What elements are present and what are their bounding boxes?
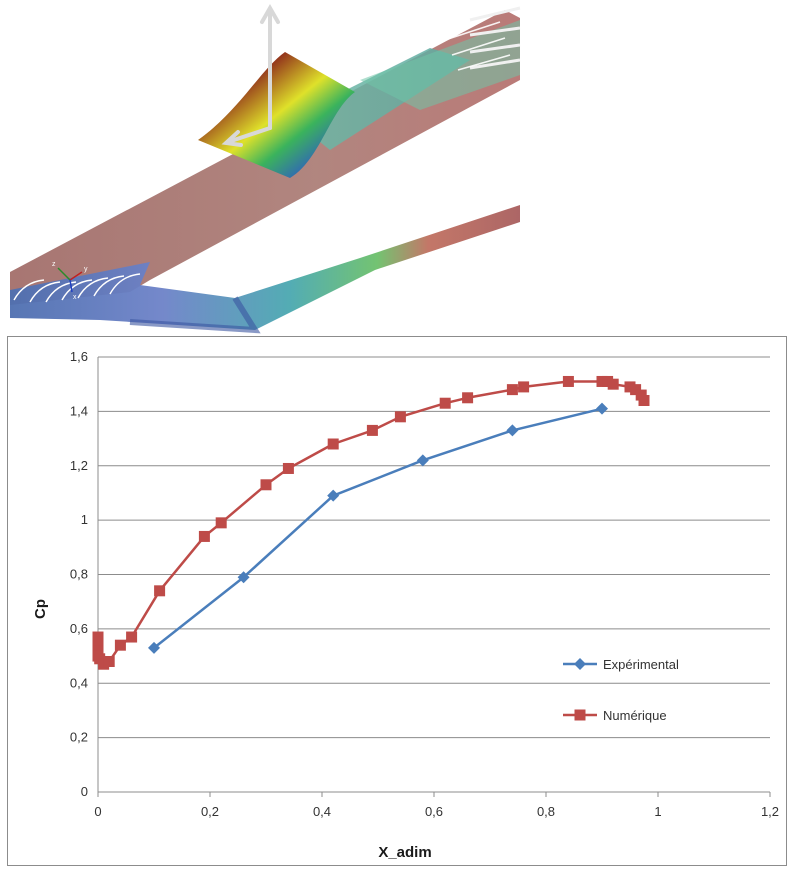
x-tick-label: 0,8: [537, 804, 555, 819]
data-point: [215, 517, 227, 529]
cp-chart: 0 0,2 0,4 0,6 0,8 1 1,2 1,4 1,6 0 0,2 0,4 0,6 0,8 1 1,2…: [32, 349, 779, 861]
y-tick-label: 0,4: [70, 675, 88, 690]
simulation-render: z y x: [10, 3, 521, 334]
x-tick-label: 0,6: [425, 804, 443, 819]
x-tick-label: 0,2: [201, 804, 219, 819]
data-point: [103, 656, 115, 667]
data-point: [394, 411, 406, 423]
x-tick-label: 0,4: [313, 804, 331, 819]
y-axis-title: Cp: [32, 599, 49, 619]
lower-duct: [10, 205, 520, 330]
data-point: [237, 571, 250, 584]
data-point: [624, 381, 636, 393]
data-point: [126, 631, 138, 643]
y-tick-label: 1,4: [70, 403, 88, 418]
chart-frame: 0 0,2 0,4 0,6 0,8 1 1,2 1,4 1,6 0 0,2 0,4 0,6 0,8 1 1,2…: [7, 336, 787, 866]
data-point: [366, 424, 378, 436]
grid-lines: [98, 356, 770, 739]
data-point: [607, 378, 619, 390]
series-line: [153, 407, 603, 649]
data-point: [506, 384, 518, 396]
vector-arrows: [221, 3, 280, 147]
y-tick-label: 0,6: [70, 621, 88, 636]
series-1: [92, 375, 650, 670]
data-point: [439, 397, 451, 409]
data-point: [327, 438, 339, 450]
axis-label-x: x: [73, 294, 77, 301]
legend-marker: [574, 709, 586, 721]
series: [92, 375, 650, 670]
data-point: [506, 424, 519, 437]
y-tick-label: 0,2: [70, 730, 88, 745]
outlet-fins: [469, 6, 521, 70]
axis-label-y: y: [84, 266, 88, 273]
y-tick-label: 1: [81, 512, 88, 527]
y-tick-label: 1,6: [70, 349, 88, 364]
y-tick-label: 0,8: [70, 567, 88, 582]
data-point: [260, 479, 272, 491]
data-point: [562, 375, 574, 387]
axis-label-z: z: [52, 261, 56, 268]
axes: [97, 357, 771, 797]
y-tick-label: 1,2: [70, 458, 88, 473]
x-tick-label: 1,2: [761, 804, 779, 819]
data-point: [462, 392, 474, 404]
x-axis-title: X_adim: [378, 844, 431, 861]
data-point: [638, 395, 650, 406]
legend-label: Expérimental: [603, 657, 679, 672]
legend: Expérimental Numérique: [563, 657, 679, 723]
x-tick-label: 1: [654, 804, 661, 819]
legend-marker: [574, 658, 586, 670]
x-tick-label: 0: [94, 804, 101, 819]
data-point: [630, 384, 642, 396]
tick-labels: 0 0,2 0,4 0,6 0,8 1 1,2 1,4 1,6 0 0,2 0,4 0,6 0,8 1 1,2: [70, 349, 779, 819]
data-point: [602, 375, 614, 387]
axis-triad: z y x: [52, 261, 88, 301]
data-point: [154, 585, 166, 597]
data-point: [114, 639, 126, 651]
data-point: [148, 641, 160, 654]
data-point: [327, 489, 340, 502]
data-point: [518, 381, 530, 393]
inlet-vanes: [13, 273, 141, 303]
data-point: [596, 375, 608, 387]
legend-entry: Expérimental: [563, 657, 679, 672]
data-point: [198, 530, 210, 542]
series-0: [148, 402, 608, 654]
data-point: [596, 402, 608, 415]
data-point: [282, 462, 294, 474]
series-line: [96, 380, 646, 666]
legend-entry: Numérique: [563, 708, 667, 723]
y-tick-label: 0: [81, 784, 88, 799]
data-point: [416, 454, 429, 467]
data-point: [92, 631, 104, 643]
legend-label: Numérique: [603, 708, 667, 723]
data-point: [98, 658, 110, 670]
